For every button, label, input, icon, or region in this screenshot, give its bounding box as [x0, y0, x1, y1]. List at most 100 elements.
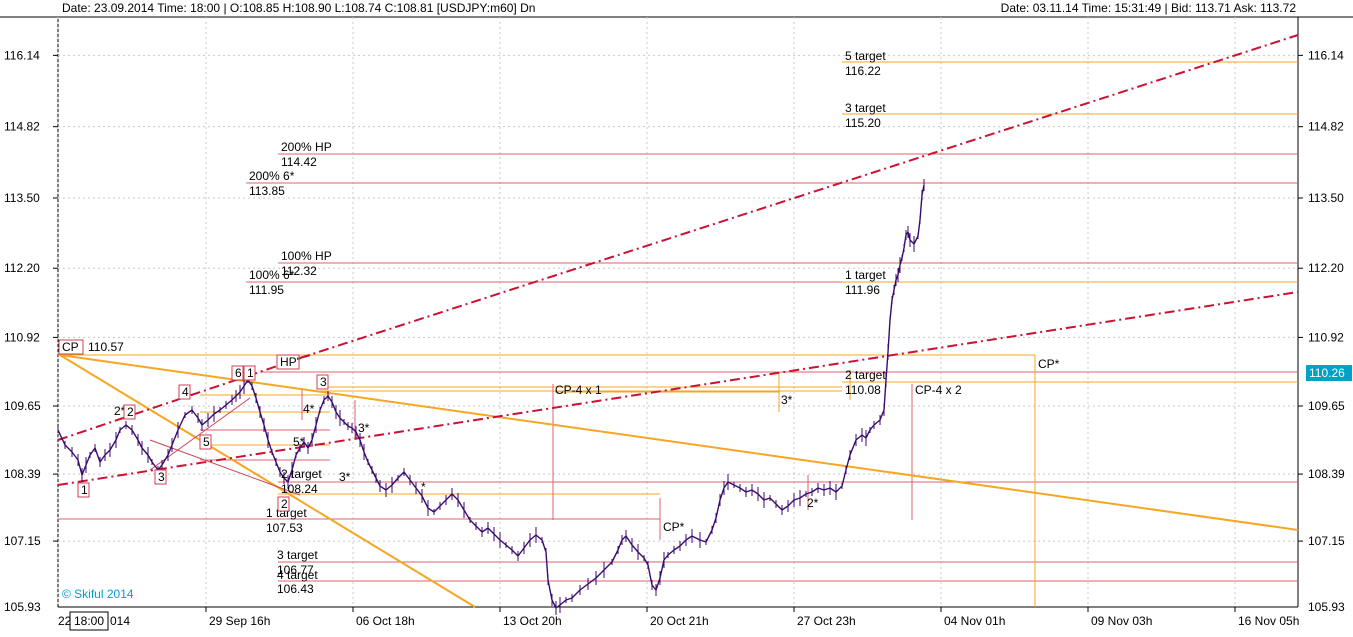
x-label-8: 04 Nov 01h [944, 614, 1005, 628]
channel-line-0 [57, 354, 311, 441]
vertical-markers [301, 355, 1036, 607]
x-label-9: 09 Nov 03h [1091, 614, 1152, 628]
horizontal-levels [58, 61, 1298, 582]
box-label-9: 1 [81, 483, 88, 497]
box-frame-10 [277, 496, 290, 512]
box-label-8: 3 [158, 470, 165, 484]
level-label-29: 4* [303, 402, 315, 416]
level-label-31: 3* [358, 421, 370, 435]
x-label-0: 22 [58, 614, 72, 628]
level-label-36: * [421, 480, 426, 494]
level-label-14: 2 target [845, 368, 886, 382]
level-label-9: 112.32 [281, 264, 317, 278]
box-frame-0 [58, 339, 84, 355]
box-label-10: 2 [281, 497, 288, 511]
trend-line-1 [59, 354, 476, 608]
level-label-32: 3* [339, 470, 351, 484]
level-label-25: 3 target [277, 548, 318, 562]
x-label-5: 13 Oct 20h [503, 614, 562, 628]
axis-label-left-0: 116.14 [4, 48, 40, 62]
level-label-0: 5 target [845, 49, 886, 63]
channel-lines [57, 34, 1299, 486]
x-label-3: 29 Sep 16h [209, 614, 270, 628]
level-label-27: 4 target [277, 568, 318, 582]
level-label-10: 100% 6* [249, 268, 295, 282]
level-label-3: 115.20 [845, 116, 881, 130]
cp-value-label: 110.57 [88, 340, 124, 354]
level-label-11: 111.95 [249, 283, 284, 297]
axis-label-right-6: 108.39 [1308, 467, 1345, 481]
axis-label-left-3: 112.20 [4, 261, 40, 275]
box-frame-3 [243, 365, 256, 381]
box-label-2: 6 [235, 366, 242, 380]
level-label-18: CP* [1038, 357, 1060, 371]
box-frame-1 [276, 354, 300, 370]
time-axis: 22 18:00 014 29 Sep 16h 06 Oct 18h 13 Oct 20h… [58, 607, 1299, 631]
axis-label-right-7: 107.15 [1308, 534, 1345, 548]
x-label-4: 06 Oct 18h [356, 614, 415, 628]
box-label-3: 1 [247, 366, 254, 380]
level-label-19: 3* [781, 393, 793, 407]
grid [0, 16, 1353, 608]
box-label-0: CP [62, 340, 79, 354]
level-label-8: 100% HP [281, 249, 332, 263]
header-left-info: Date: 23.09.2014 Time: 18:00 | O:108.85 … [62, 1, 536, 15]
box-label-7: 5 [203, 435, 210, 449]
level-label-33: 2* [807, 496, 819, 510]
axis-label-left-4: 110.92 [4, 330, 40, 344]
level-label-24: CP* [663, 520, 685, 534]
price-series [57, 179, 925, 615]
box-label-5: 4 [182, 385, 189, 399]
level-label-21: 108.24 [281, 482, 318, 496]
price-axis: 116.14 116.14 114.82 114.82 113.50 113.50 112.… [4, 48, 1352, 614]
box-frame-5 [178, 384, 191, 400]
box-frame-2 [231, 365, 244, 381]
level-label-15: 110.08 [845, 383, 881, 397]
axis-label-left-2: 113.50 [4, 191, 40, 205]
level-label-17: CP-4 x 2 [915, 383, 962, 397]
axis-label-right-5: 109.65 [1308, 399, 1345, 413]
level-label-13: 111.96 [845, 283, 880, 297]
level-label-12: 1 target [845, 268, 886, 282]
price-line [57, 184, 925, 609]
current-price-badge [1306, 365, 1352, 382]
box-frame-4 [316, 374, 329, 390]
axis-label-right-0: 116.14 [1308, 48, 1344, 62]
level-label-23: 107.53 [266, 521, 303, 535]
axis-label-right-1: 114.82 [1308, 120, 1344, 134]
x-label-2: 014 [110, 614, 130, 628]
box-frame-6 [123, 404, 136, 420]
axis-label-left-5: 109.65 [4, 399, 41, 413]
trend-line-3 [149, 439, 301, 496]
box-label-4: 3 [320, 375, 327, 389]
axis-label-right-bottom: 105.93 [1308, 600, 1345, 614]
x-cursor-box [69, 611, 109, 631]
header-right-info: Date: 03.11.14 Time: 15:31:49 | Bid: 113… [1000, 1, 1296, 15]
axis-label-left-1: 114.82 [4, 120, 40, 134]
level-label-22: 1 target [266, 506, 307, 520]
level-label-34: 2* [114, 404, 126, 418]
channel-line-2 [57, 291, 1299, 486]
x-label-6: 20 Oct 21h [650, 614, 709, 628]
level-label-16: CP-4 x 1 [555, 383, 602, 397]
current-price-label: 110.26 [1309, 366, 1345, 380]
watermark: © Skiful 2014 [62, 587, 134, 601]
box-frame-7 [199, 434, 212, 450]
level-label-6: 200% 6* [249, 169, 295, 183]
level-label-5: 114.42 [281, 155, 317, 169]
x-label-7: 27 Oct 23h [797, 614, 856, 628]
trend-line-0 [59, 354, 1299, 531]
channel-line-1 [299, 34, 1299, 359]
level-label-7: 113.85 [249, 184, 285, 198]
level-label-1: 116.22 [845, 64, 881, 78]
axis-label-left-7: 107.15 [4, 534, 41, 548]
level-label-2: 3 target [845, 101, 886, 115]
axis-label-right-4: 110.92 [1308, 330, 1344, 344]
axis-label-right-2: 113.50 [1308, 191, 1344, 205]
level-label-26: 106.77 [277, 563, 314, 577]
x-label-10: 16 Nov 05h [1238, 614, 1299, 628]
